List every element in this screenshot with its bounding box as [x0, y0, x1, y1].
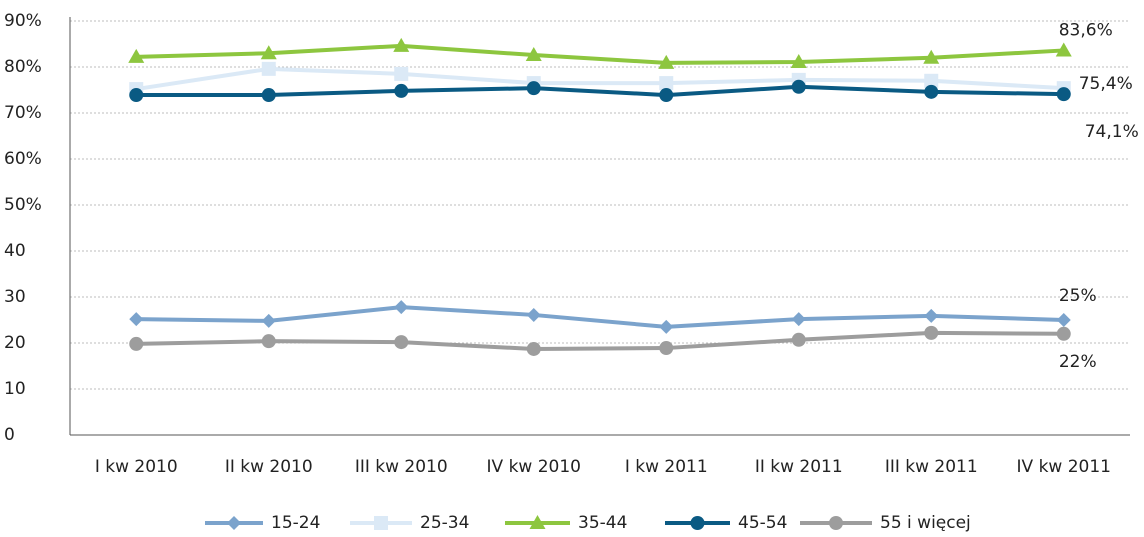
legend-label: 55 i więcej — [880, 513, 971, 533]
x-tick-label: I kw 2010 — [95, 457, 178, 477]
marker — [526, 81, 541, 96]
marker — [261, 334, 276, 349]
marker — [791, 79, 806, 94]
marker — [526, 341, 541, 356]
legend-item: 15-24 — [205, 513, 320, 533]
data-label: 25% — [1059, 286, 1097, 306]
marker — [1056, 313, 1071, 327]
legend-label: 15-24 — [271, 513, 320, 533]
marker — [659, 341, 674, 356]
x-tick-label: IV kw 2010 — [487, 457, 581, 477]
series-line — [135, 66, 1064, 92]
series: 25% — [129, 286, 1097, 334]
marker — [1056, 326, 1071, 341]
marker — [261, 88, 276, 103]
series-line — [136, 84, 1064, 98]
data-label: 75,4% — [1079, 74, 1133, 94]
x-tick-label: II kw 2010 — [225, 457, 313, 477]
legend-item: 55 i więcej — [800, 513, 971, 533]
y-tick-label: 40 — [4, 241, 26, 261]
marker — [659, 319, 674, 334]
x-tick-label: II kw 2011 — [755, 457, 843, 477]
x-tick-label: III kw 2010 — [355, 457, 448, 477]
series-line — [136, 43, 1064, 65]
data-label: 22% — [1059, 352, 1097, 372]
marker — [658, 54, 675, 69]
marker — [129, 336, 144, 351]
y-tick-label: 70% — [4, 103, 42, 123]
legend-marker — [227, 516, 241, 530]
series: 83,6% — [128, 20, 1113, 69]
marker — [393, 37, 410, 52]
y-tick-label: 0 — [4, 425, 15, 445]
marker — [790, 53, 807, 68]
marker — [526, 307, 541, 322]
legend-item: 45-54 — [665, 513, 787, 533]
series-line — [136, 330, 1064, 351]
marker — [923, 49, 940, 64]
marker — [129, 312, 144, 327]
marker — [924, 84, 939, 99]
legend-label: 45-54 — [738, 513, 787, 533]
legend-label: 25-34 — [420, 513, 469, 533]
y-tick-label: 10 — [4, 379, 26, 399]
x-tick-label: III kw 2011 — [885, 457, 978, 477]
series: 22% — [129, 325, 1097, 372]
legend-item: 35-44 — [505, 513, 627, 533]
legend-marker — [829, 516, 843, 530]
marker — [525, 47, 542, 62]
y-tick-label: 60% — [4, 149, 42, 169]
legend-item: 25-34 — [350, 513, 469, 533]
marker — [394, 66, 409, 81]
data-label: 74,1% — [1085, 122, 1139, 142]
marker — [1055, 42, 1072, 57]
marker — [394, 83, 409, 98]
marker — [924, 73, 939, 88]
marker — [128, 48, 145, 63]
y-tick-label: 20 — [4, 333, 26, 353]
legend-marker — [690, 516, 705, 530]
legend-marker — [374, 516, 388, 530]
marker — [261, 61, 276, 76]
marker — [260, 45, 277, 60]
x-tick-label: I kw 2011 — [625, 457, 708, 477]
legend-label: 35-44 — [578, 513, 627, 533]
marker — [394, 335, 409, 350]
marker — [924, 308, 939, 323]
marker — [261, 313, 276, 328]
marker — [791, 312, 806, 327]
marker — [924, 325, 939, 340]
series: 74,1% — [129, 79, 1139, 142]
series-line — [136, 305, 1064, 329]
x-tick-label: IV kw 2011 — [1017, 457, 1111, 477]
y-tick-label: 30 — [4, 287, 26, 307]
marker — [659, 88, 674, 103]
marker — [791, 332, 806, 347]
marker — [394, 300, 409, 315]
y-tick-label: 50% — [4, 195, 42, 215]
data-label: 83,6% — [1059, 20, 1113, 40]
marker — [1056, 87, 1071, 102]
marker — [659, 76, 674, 91]
legend-marker — [529, 515, 546, 529]
marker — [129, 88, 144, 103]
y-tick-label: 90% — [4, 11, 42, 31]
y-tick-label: 80% — [4, 57, 42, 77]
